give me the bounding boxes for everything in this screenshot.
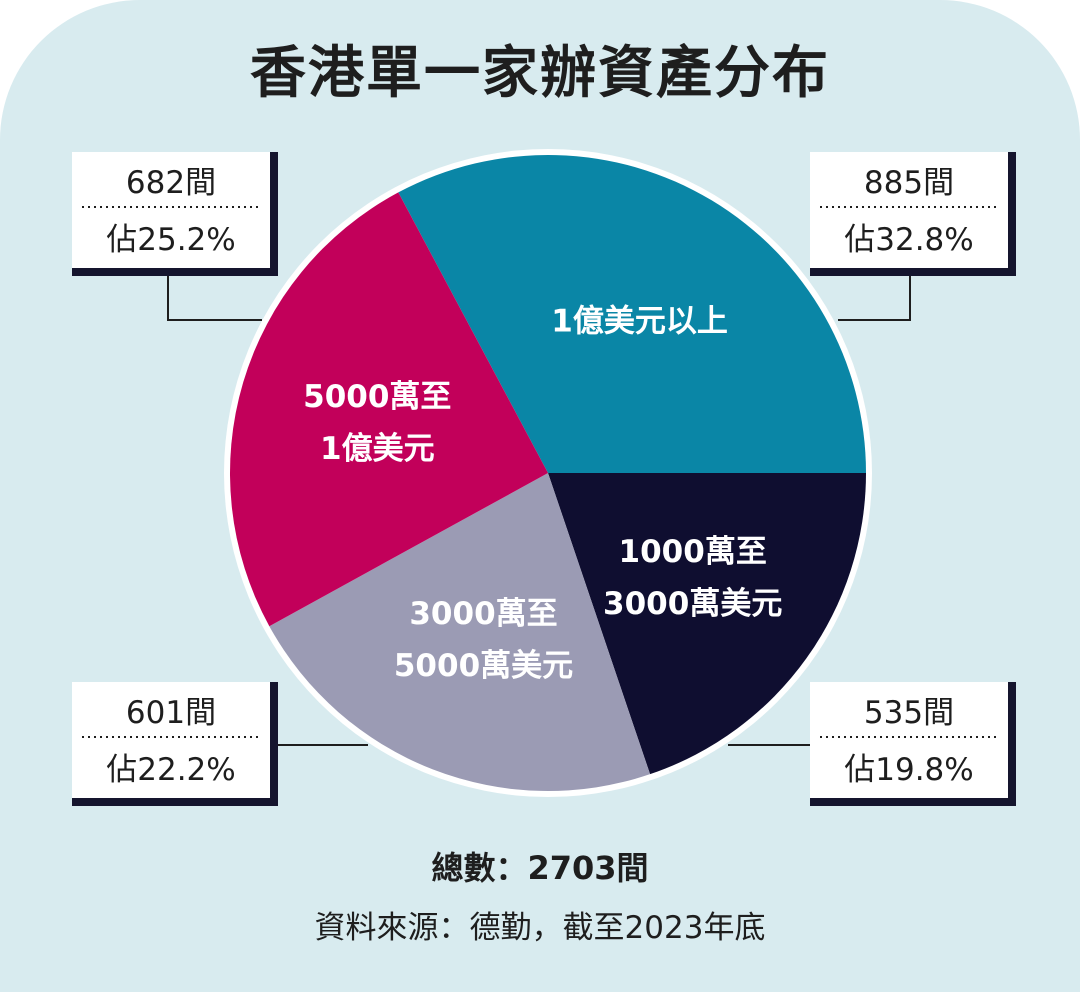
chart-title: 香港單一家辦資產分布 — [250, 41, 830, 106]
pie-slice — [548, 473, 866, 775]
slice-label: 1億美元以上 — [551, 303, 728, 339]
source-note: 資料來源：德勤，截至2023年底 — [314, 910, 766, 946]
callout-count: 885間 — [864, 165, 954, 201]
slice-label: 1億美元 — [320, 431, 435, 467]
callout-connector — [167, 270, 262, 321]
callout-box — [810, 152, 1008, 268]
slice-label: 1000萬至 — [619, 534, 767, 570]
pie-slice — [398, 155, 866, 474]
slice-label: 3000萬美元 — [603, 586, 782, 622]
pie-slice — [269, 473, 651, 792]
slice-label: 5000萬美元 — [394, 648, 573, 684]
callout-connector — [838, 270, 911, 321]
total-count: 總數：2703間 — [431, 849, 649, 887]
callout-box — [72, 152, 270, 268]
pie-slice — [229, 192, 548, 627]
slice-label: 3000萬至 — [409, 596, 557, 632]
callout-percent: 佔25.2% — [106, 222, 235, 258]
callout-count: 535間 — [864, 695, 954, 731]
callout-percent: 佔22.2% — [106, 752, 235, 788]
callout-count: 682間 — [126, 165, 216, 201]
callout-count: 601間 — [126, 695, 216, 731]
callout-box — [72, 682, 270, 798]
slice-label: 5000萬至 — [303, 379, 451, 415]
callout-percent: 佔32.8% — [844, 222, 973, 258]
callout-percent: 佔19.8% — [844, 752, 973, 788]
callout-box — [810, 682, 1008, 798]
